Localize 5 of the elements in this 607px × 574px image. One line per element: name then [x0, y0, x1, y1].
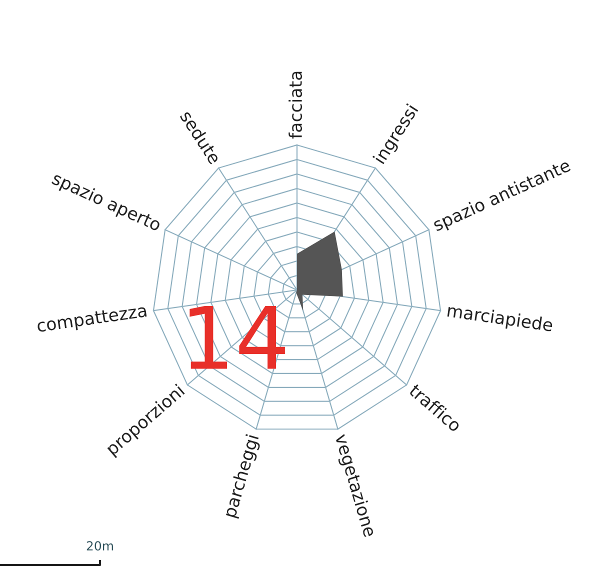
text: 20m — [86, 541, 113, 551]
text: 14 — [190, 306, 285, 369]
spoke-label: facciata — [288, 72, 302, 139]
spoke-label: marciapiede — [446, 303, 554, 335]
spoke-label: compattezza — [36, 304, 148, 336]
